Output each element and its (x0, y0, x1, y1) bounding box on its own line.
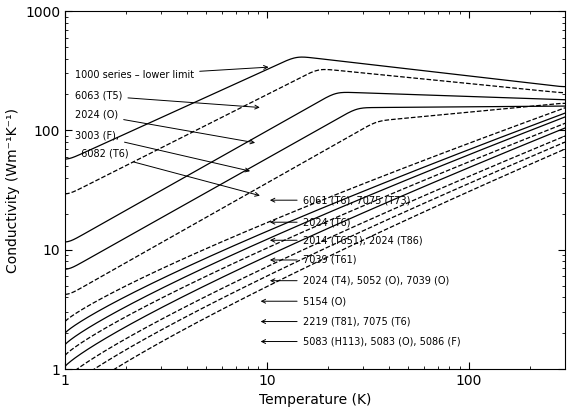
Text: 1000 series – lower limit: 1000 series – lower limit (75, 66, 267, 80)
Text: 2014 (T651), 2024 (T86): 2014 (T651), 2024 (T86) (271, 235, 423, 245)
Text: 5154 (O): 5154 (O) (262, 296, 346, 306)
Text: 5083 (H113), 5083 (O), 5086 (F): 5083 (H113), 5083 (O), 5086 (F) (262, 337, 460, 347)
X-axis label: Temperature (K): Temperature (K) (259, 394, 372, 408)
Text: 2219 (T81), 7075 (T6): 2219 (T81), 7075 (T6) (262, 316, 410, 327)
Y-axis label: Conductivity (Wm⁻¹K⁻¹): Conductivity (Wm⁻¹K⁻¹) (6, 107, 19, 273)
Text: 6063 (T5): 6063 (T5) (75, 91, 259, 109)
Text: 2024 (T6): 2024 (T6) (271, 217, 350, 227)
Text: 6082 (T6): 6082 (T6) (75, 149, 259, 196)
Text: 6061 (T6), 7075 (T73): 6061 (T6), 7075 (T73) (271, 195, 410, 205)
Text: 2024 (O): 2024 (O) (75, 110, 254, 144)
Text: 7039 (T61): 7039 (T61) (271, 255, 356, 265)
Text: 3003 (F),: 3003 (F), (75, 131, 249, 172)
Text: 2024 (T4), 5052 (O), 7039 (O): 2024 (T4), 5052 (O), 7039 (O) (271, 276, 449, 286)
